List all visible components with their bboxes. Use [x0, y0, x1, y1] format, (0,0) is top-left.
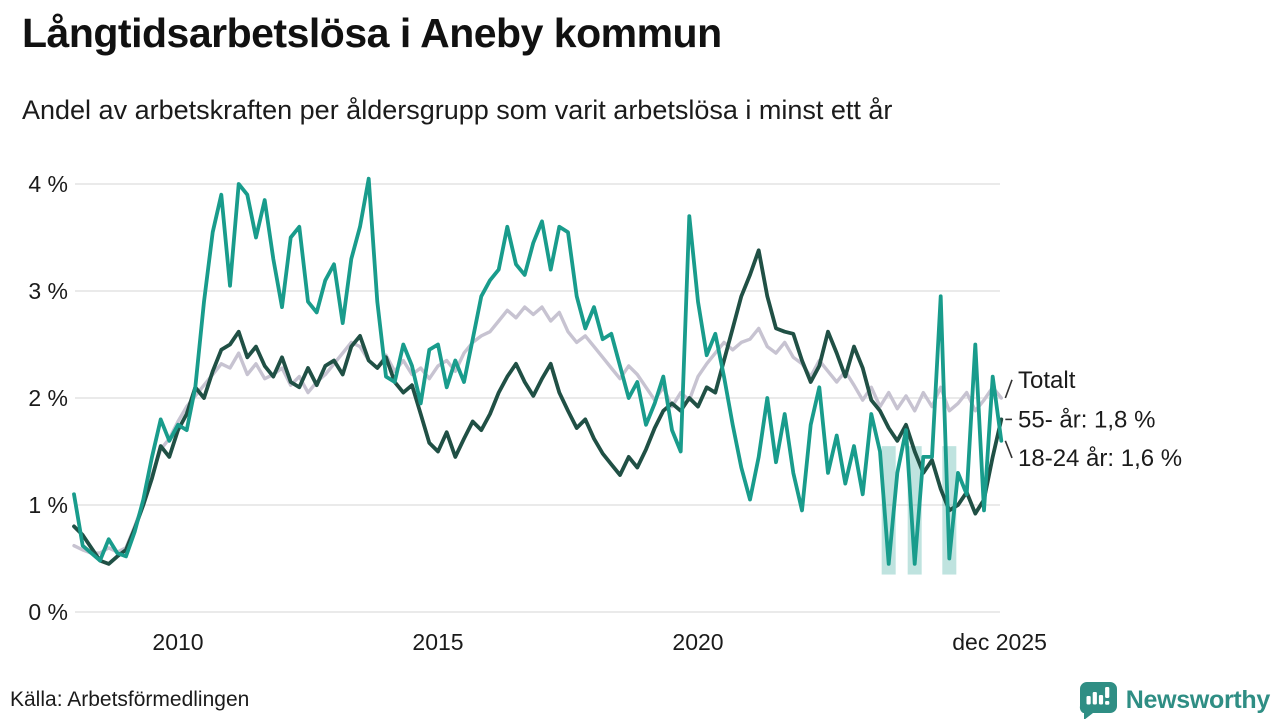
series-label-18-24-r: 18-24 år: 1,6 % [1018, 445, 1182, 472]
brand-name: Newsworthy [1125, 685, 1271, 714]
y-tick-label: 1 % [28, 492, 68, 518]
series-line-18-24-r [72, 176, 1004, 566]
newsworthy-brand: Newsworthy [1077, 681, 1270, 719]
y-tick-label: 4 % [28, 171, 68, 197]
y-tick-label: 0 % [28, 599, 68, 625]
series-label-55-r: 55- år: 1,8 % [1018, 406, 1155, 433]
x-tick-label: 2010 [152, 629, 203, 655]
page-subtitle: Andel av arbetskraften per åldersgrupp s… [22, 95, 893, 125]
series-line-totalt [72, 305, 1003, 555]
y-tick-label: 2 % [28, 385, 68, 411]
label-leader-line [1004, 379, 1013, 399]
series-label-totalt: Totalt [1018, 367, 1076, 394]
y-tick-label: 3 % [28, 278, 68, 304]
x-tick-label: 2020 [672, 629, 723, 655]
bar-chart-speech-bubble-icon [1079, 682, 1117, 719]
source-note: Källa: Arbetsförmedlingen [10, 688, 250, 711]
page-title: Långtidsarbetslösa i Aneby kommun [22, 10, 722, 56]
x-tick-label: 2015 [412, 629, 463, 655]
label-leader-line [1004, 440, 1013, 459]
series-line-55-r [72, 248, 1004, 566]
x-tick-label: dec 2025 [952, 629, 1047, 655]
